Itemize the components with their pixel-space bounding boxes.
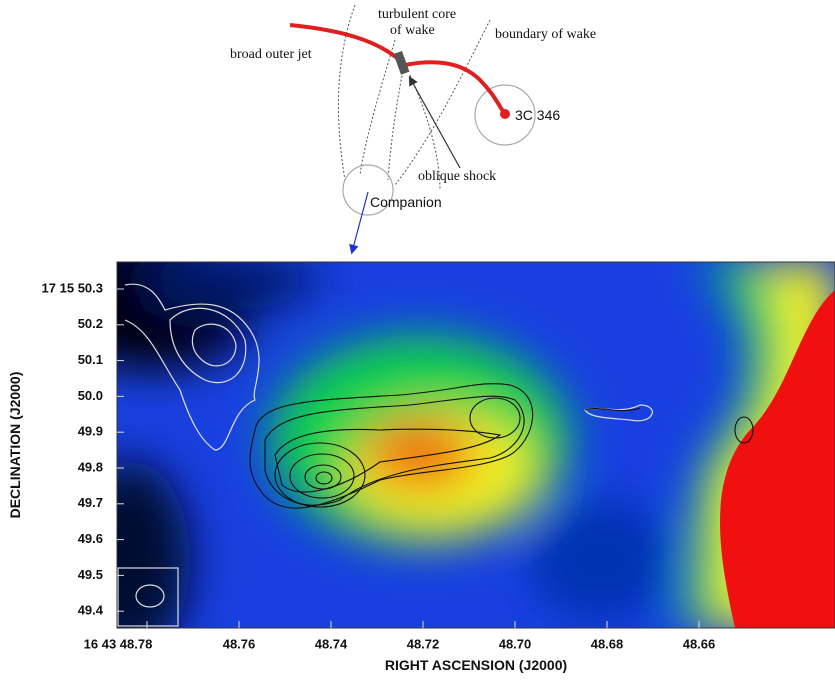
y-tick-label: 49.9 [78,424,103,439]
x-axis-title: RIGHT ASCENSION (J2000) [385,657,567,673]
label: 3C 346 [515,107,560,123]
y-tick-label: 50.1 [78,352,103,367]
source-core [500,109,510,119]
axes: 17 15 50.3 50.2 50.1 50.0 49.9 49.8 49.7 49.6 49… [42,280,716,651]
y-tick-label: 49.7 [78,495,103,510]
label: boundary of wake [495,27,596,42]
y-tick-label: 17 15 50.3 [42,280,103,295]
x-tick-label: 48.70 [499,636,532,651]
contours-white [117,283,653,627]
shock-arrow [408,75,461,169]
contours-black [249,383,754,509]
diagram: turbulent core of wake boundary of wake … [230,4,596,255]
companion-arrow [349,191,369,255]
wake-lines [337,4,491,191]
x-tick-label: 48.74 [315,636,348,651]
jet [289,23,507,116]
x-tick-label: 48.76 [223,636,256,651]
y-tick-label: 49.6 [78,531,103,546]
y-tick-label: 49.8 [78,459,103,474]
frame [116,261,835,629]
image [117,262,835,628]
label: turbulent core [378,7,456,22]
y-axis-title: DECLINATION (J2000) [7,372,23,519]
source-circle [474,84,536,146]
x-tick-label: 48.68 [591,636,624,651]
label: of wake [390,23,435,38]
x-tick-label: 16 43 48.78 [84,636,153,651]
y-tick-label: 49.4 [78,603,104,618]
label: oblique shock [418,169,496,184]
x-tick-label: 48.72 [407,636,440,651]
label: Companion [370,194,442,210]
label: broad outer jet [230,47,312,62]
companion-circle [342,164,394,216]
x-tick-label: 48.66 [683,636,716,651]
y-tick-label: 50.2 [78,316,103,331]
y-tick-label: 50.0 [78,388,103,403]
shock-block [393,50,410,75]
y-tick-label: 49.5 [78,567,103,582]
